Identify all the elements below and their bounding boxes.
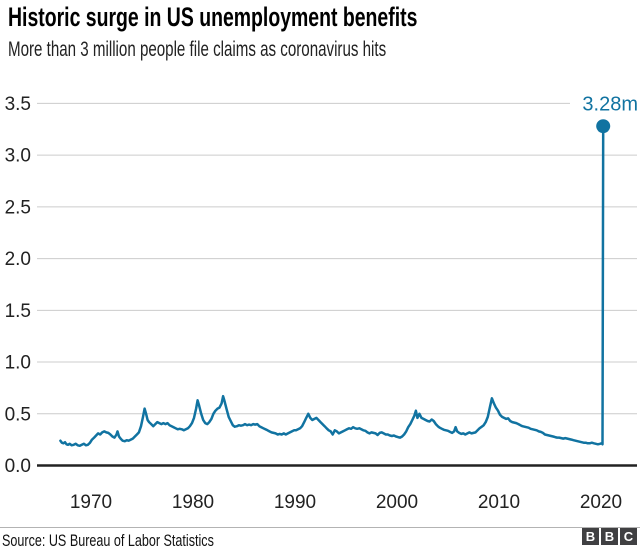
x-tick-label: 2010 <box>478 492 520 513</box>
footer-divider <box>0 527 640 528</box>
chart-subtitle: More than 3 million people file claims a… <box>8 38 533 62</box>
bbc-logo-block-b2: B <box>601 528 618 545</box>
y-tick-label: 3.5 <box>5 94 31 115</box>
y-tick-label: 1.0 <box>5 353 31 374</box>
y-tick-label: 2.5 <box>5 197 31 218</box>
y-tick-label: 0.0 <box>5 456 31 477</box>
x-tick-label: 1990 <box>274 492 316 513</box>
line-chart: 0.0 0.5 1.0 1.5 2.0 2.5 3.0 3.5 1970 1980 1990 2000… <box>5 91 640 513</box>
source-label: Source: US Bureau of Labor Statistics <box>2 531 288 550</box>
page-title: Historic surge in US unemployment benefi… <box>8 2 577 33</box>
peak-annotation: 3.28m <box>582 93 638 115</box>
source-label-text: Source: US Bureau of Labor Statistics <box>2 531 214 550</box>
bbc-logo-block-b1: B <box>582 528 599 545</box>
x-tick-label: 1980 <box>172 492 214 513</box>
bbc-logo-block-c: C <box>620 528 637 545</box>
chart-subtitle-text: More than 3 million people file claims a… <box>8 38 387 61</box>
y-tick-label: 1.5 <box>5 301 31 322</box>
page-title-text: Historic surge in US unemployment benefi… <box>8 2 418 32</box>
bbc-logo: B B C <box>582 528 637 545</box>
x-tick-label: 1970 <box>70 492 112 513</box>
annotation-backing <box>570 91 640 116</box>
series-line <box>59 124 605 448</box>
peak-marker <box>596 119 611 134</box>
y-tick-label: 2.0 <box>5 249 31 270</box>
y-tick-label: 0.5 <box>5 404 31 425</box>
x-tick-label: 2020 <box>580 492 622 513</box>
y-tick-label: 3.0 <box>5 146 31 167</box>
x-tick-label: 2000 <box>376 492 418 513</box>
